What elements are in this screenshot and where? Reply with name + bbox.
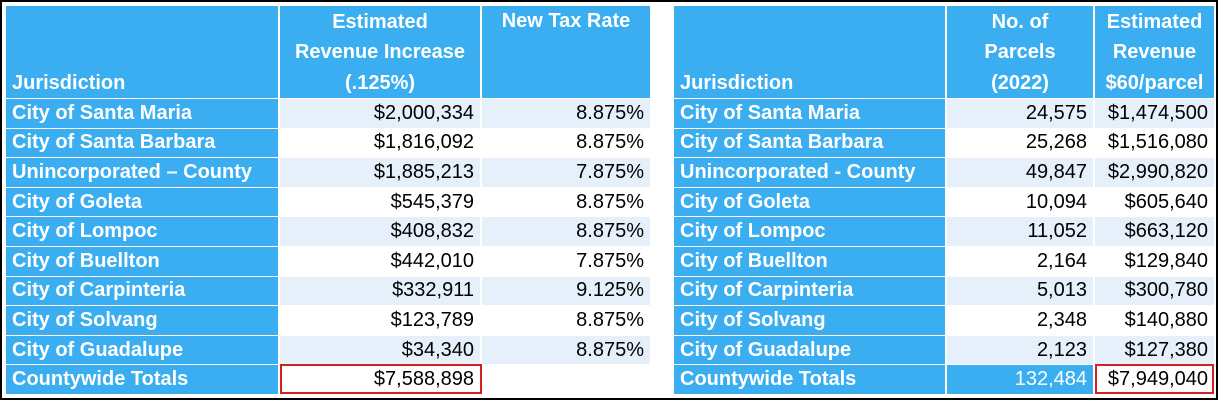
jurisdiction-name: City of Carpinteria [6,275,280,306]
total-parcels-value: 132,484 [947,364,1095,394]
revenue-value: $123,789 [280,305,482,335]
table-row: City of Carpinteria $332,911 9.125% [6,275,650,306]
empty-cell [482,364,650,394]
table-row: City of Solvang 2,348 $140,880 [674,305,1214,335]
revenue-value: $1,474,500 [1095,98,1214,128]
header-number-of-parcels: No. of Parcels (2022) [947,6,1095,98]
totals-label: Countywide Totals [6,364,280,394]
revenue-value: $127,380 [1095,334,1214,365]
header-new-tax-rate: New Tax Rate [482,6,650,98]
tax-rate-value: 8.875% [482,216,650,246]
revenue-value: $129,840 [1095,245,1214,276]
jurisdiction-name: City of Carpinteria [674,275,947,306]
jurisdiction-name: City of Buellton [6,245,280,276]
parcels-value: 2,348 [947,305,1095,335]
revenue-value: $140,880 [1095,305,1214,335]
jurisdiction-name: City of Goleta [674,186,947,217]
header-estimated-revenue-increase: Estimated Revenue Increase (.125%) [280,6,482,98]
parcels-value: 2,123 [947,334,1095,365]
revenue-value: $332,911 [280,275,482,306]
table-row: City of Goleta $545,379 8.875% [6,186,650,217]
revenue-value: $545,379 [280,186,482,217]
header-row: Jurisdiction Estimated Revenue Increase … [6,6,650,98]
parcel-tax-table: Jurisdiction No. of Parcels (2022) Estim… [674,6,1214,394]
table-row: City of Goleta 10,094 $605,640 [674,186,1214,217]
tax-rate-value: 7.875% [482,157,650,187]
tax-rate-value: 8.875% [482,186,650,217]
table-row: City of Guadalupe $34,340 8.875% [6,334,650,365]
totals-row: Countywide Totals $7,588,898 [6,364,650,394]
jurisdiction-name: City of Lompoc [674,216,947,246]
parcels-value: 11,052 [947,216,1095,246]
jurisdiction-name: City of Santa Barbara [674,127,947,158]
jurisdiction-name: City of Goleta [6,186,280,217]
total-revenue-value: $7,949,040 [1095,364,1214,394]
jurisdiction-name: City of Guadalupe [674,334,947,365]
table-row: Unincorporated – County $1,885,213 7.875… [6,157,650,187]
header-row: Jurisdiction No. of Parcels (2022) Estim… [674,6,1214,98]
table-row: City of Guadalupe 2,123 $127,380 [674,334,1214,365]
jurisdiction-name: City of Buellton [674,245,947,276]
jurisdiction-name: City of Santa Maria [6,98,280,128]
jurisdiction-name: Unincorporated - County [674,157,947,187]
revenue-value: $2,000,334 [280,98,482,128]
jurisdiction-name: City of Solvang [6,305,280,335]
revenue-value: $605,640 [1095,186,1214,217]
table-row: City of Santa Maria 24,575 $1,474,500 [674,98,1214,128]
tax-rate-value: 8.875% [482,127,650,158]
parcels-value: 2,164 [947,245,1095,276]
parcels-value: 25,268 [947,127,1095,158]
revenue-value: $408,832 [280,216,482,246]
revenue-value: $300,780 [1095,275,1214,306]
jurisdiction-name: City of Santa Maria [674,98,947,128]
header-jurisdiction: Jurisdiction [6,6,280,98]
totals-label: Countywide Totals [674,364,947,394]
table-row: City of Santa Barbara $1,816,092 8.875% [6,127,650,158]
table-row: City of Solvang $123,789 8.875% [6,305,650,335]
header-estimated-revenue: Estimated Revenue $60/parcel [1095,6,1214,98]
tax-rate-value: 9.125% [482,275,650,306]
revenue-value: $34,340 [280,334,482,365]
header-jurisdiction: Jurisdiction [674,6,947,98]
revenue-value: $663,120 [1095,216,1214,246]
parcels-value: 5,013 [947,275,1095,306]
table-row: Unincorporated - County 49,847 $2,990,82… [674,157,1214,187]
revenue-value: $1,816,092 [280,127,482,158]
tax-rate-value: 8.875% [482,334,650,365]
tax-rate-value: 8.875% [482,98,650,128]
parcels-value: 24,575 [947,98,1095,128]
jurisdiction-name: City of Solvang [674,305,947,335]
sales-tax-table: Jurisdiction Estimated Revenue Increase … [6,6,650,394]
table-row: City of Buellton $442,010 7.875% [6,245,650,276]
table-row: City of Lompoc 11,052 $663,120 [674,216,1214,246]
parcels-value: 10,094 [947,186,1095,217]
table-row: City of Santa Maria $2,000,334 8.875% [6,98,650,128]
jurisdiction-name: City of Guadalupe [6,334,280,365]
revenue-value: $442,010 [280,245,482,276]
revenue-value: $2,990,820 [1095,157,1214,187]
jurisdiction-name: City of Santa Barbara [6,127,280,158]
revenue-value: $1,516,080 [1095,127,1214,158]
total-revenue-value: $7,588,898 [280,364,482,394]
revenue-value: $1,885,213 [280,157,482,187]
jurisdiction-name: City of Lompoc [6,216,280,246]
table-row: City of Carpinteria 5,013 $300,780 [674,275,1214,306]
table-row: City of Lompoc $408,832 8.875% [6,216,650,246]
table-row: City of Buellton 2,164 $129,840 [674,245,1214,276]
table-row: City of Santa Barbara 25,268 $1,516,080 [674,127,1214,158]
tax-rate-value: 8.875% [482,305,650,335]
parcels-value: 49,847 [947,157,1095,187]
totals-row: Countywide Totals 132,484 $7,949,040 [674,364,1214,394]
tax-rate-value: 7.875% [482,245,650,276]
jurisdiction-name: Unincorporated – County [6,157,280,187]
